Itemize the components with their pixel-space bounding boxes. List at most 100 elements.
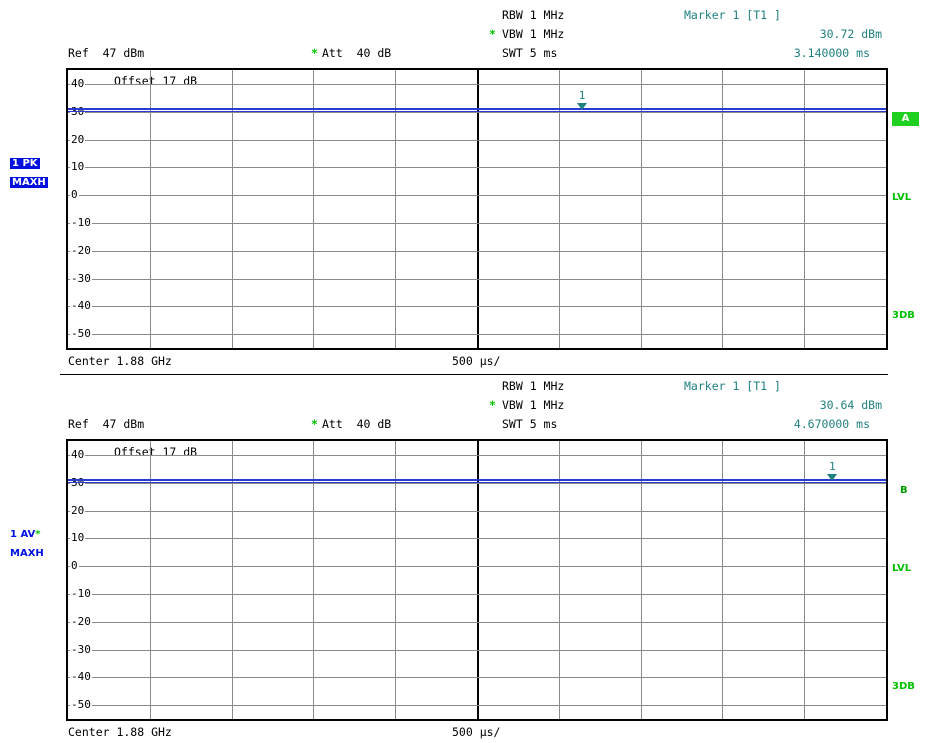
offset-label: Offset 17 dB [112, 445, 200, 459]
grid-line-horizontal [68, 482, 886, 484]
vbw-label: VBW 1 MHz [502, 27, 565, 41]
ref-level: Ref 47 dBm [68, 417, 145, 431]
spectrum-panel-b: RBW 1 MHz * VBW 1 MHz SWT 5 ms Marker 1 … [0, 371, 928, 743]
grid-line-horizontal [68, 83, 886, 85]
marker-1-label: 1 [829, 459, 836, 473]
grid-line-horizontal [68, 566, 886, 568]
grid-line-vertical [395, 441, 397, 719]
grid-line-horizontal [68, 677, 886, 679]
vbw-modified-star: * [489, 27, 496, 41]
grid-line-horizontal [68, 278, 886, 280]
3db-indicator: 3DB [892, 310, 915, 321]
marker-title: Marker 1 [T1 ] [684, 379, 781, 393]
trace-line-shadow [68, 110, 886, 112]
grid-line-horizontal [68, 222, 886, 224]
grid-line-vertical [149, 441, 151, 719]
attenuation: Att 40 dB [322, 417, 392, 431]
grid-line-horizontal [68, 250, 886, 252]
trace-mode-label: MAXH [10, 177, 48, 188]
grid-line-vertical [395, 70, 397, 348]
att-modified-star: * [311, 417, 318, 431]
trace-modified-star: * [35, 529, 41, 540]
offset-label: Offset 17 dB [112, 74, 200, 88]
rbw-label: RBW 1 MHz [502, 8, 565, 22]
grid-line-horizontal [68, 621, 886, 623]
panel-badge-a: A [892, 112, 919, 126]
panel-divider [60, 374, 888, 375]
trace-detector-label: 1 PK [10, 158, 40, 169]
y-tick-label: 20 [70, 503, 86, 517]
swt-label: SWT 5 ms [502, 417, 558, 431]
spectrum-panel-a: RBW 1 MHz * VBW 1 MHz SWT 5 ms Marker 1 … [10, 8, 919, 368]
grid-line-vertical [477, 70, 479, 348]
grid-line-horizontal [68, 306, 886, 308]
y-tick-label: -50 [70, 327, 92, 341]
lvl-indicator: LVL [892, 192, 912, 203]
trace-detector-label: 1 AV* [10, 529, 41, 540]
ref-level: Ref 47 dBm [68, 46, 145, 60]
y-tick-label: -20 [70, 243, 92, 257]
grid-line-vertical [640, 441, 642, 719]
panel-badge-b: B [900, 485, 908, 496]
grid-line-vertical [804, 441, 806, 719]
grid-line-horizontal [68, 195, 886, 197]
grid-line-horizontal [68, 167, 886, 169]
vbw-label: VBW 1 MHz [502, 398, 565, 412]
grid-line-horizontal [68, 111, 886, 113]
sweep-per-div: 500 µs/ [452, 725, 501, 739]
3db-indicator: 3DB [892, 681, 915, 692]
grid-line-vertical [804, 70, 806, 348]
y-tick-label: -40 [70, 299, 92, 313]
y-tick-label: 0 [70, 188, 79, 202]
marker-level: 30.64 dBm [819, 398, 882, 412]
grid-line-vertical [640, 70, 642, 348]
lvl-indicator: LVL [892, 563, 912, 574]
rbw-label: RBW 1 MHz [502, 379, 565, 393]
sweep-per-div: 500 µs/ [452, 354, 501, 368]
grid-line-vertical [477, 441, 479, 719]
plot-area: Offset 17 dB 40 30 20 10 0 -10 -20 -30 -40 -50 1 [66, 439, 888, 721]
grid-line-vertical [231, 70, 233, 348]
trace-line [68, 478, 886, 481]
plot-area: Offset 17 dB 40 30 20 10 0 -10 -20 -30 -40 -50 1 [66, 68, 888, 350]
grid-line-vertical [149, 70, 151, 348]
grid-line-vertical [722, 70, 724, 348]
y-tick-label: -50 [70, 698, 92, 712]
grid-line-vertical [558, 441, 560, 719]
trace-line [68, 107, 886, 110]
swt-label: SWT 5 ms [502, 46, 558, 60]
attenuation: Att 40 dB [322, 46, 392, 60]
trace-line-shadow [68, 481, 886, 483]
grid-line-horizontal [68, 705, 886, 707]
marker-level: 30.72 dBm [819, 27, 882, 41]
y-tick-label: -40 [70, 670, 92, 684]
grid-line-vertical [313, 70, 315, 348]
y-tick-label: 40 [70, 447, 86, 461]
y-tick-label: 20 [70, 132, 86, 146]
grid-line-horizontal [68, 649, 886, 651]
y-tick-label: -30 [70, 642, 92, 656]
center-frequency: Center 1.88 GHz [68, 725, 172, 739]
y-tick-label: -10 [70, 586, 92, 600]
trace-mode-label: MAXH [10, 548, 44, 559]
y-tick-label: 10 [70, 531, 86, 545]
marker-1-triangle[interactable] [576, 102, 587, 110]
grid-line-horizontal [68, 538, 886, 540]
grid-line-vertical [558, 70, 560, 348]
y-tick-label: 40 [70, 76, 86, 90]
grid-line-horizontal [68, 334, 886, 336]
vbw-modified-star: * [489, 398, 496, 412]
grid-line-horizontal [68, 139, 886, 141]
marker-time: 4.670000 ms [793, 417, 870, 431]
marker-1-triangle[interactable] [827, 473, 837, 481]
grid-line-vertical [313, 441, 315, 719]
marker-1-label: 1 [578, 88, 586, 102]
y-tick-label: -10 [70, 215, 92, 229]
marker-time: 3.140000 ms [793, 46, 870, 60]
y-tick-label: 0 [70, 559, 79, 573]
marker-title: Marker 1 [T1 ] [684, 8, 781, 22]
grid-line-horizontal [68, 593, 886, 595]
grid-line-vertical [231, 441, 233, 719]
y-tick-label: -20 [70, 614, 92, 628]
grid-line-horizontal [68, 510, 886, 512]
